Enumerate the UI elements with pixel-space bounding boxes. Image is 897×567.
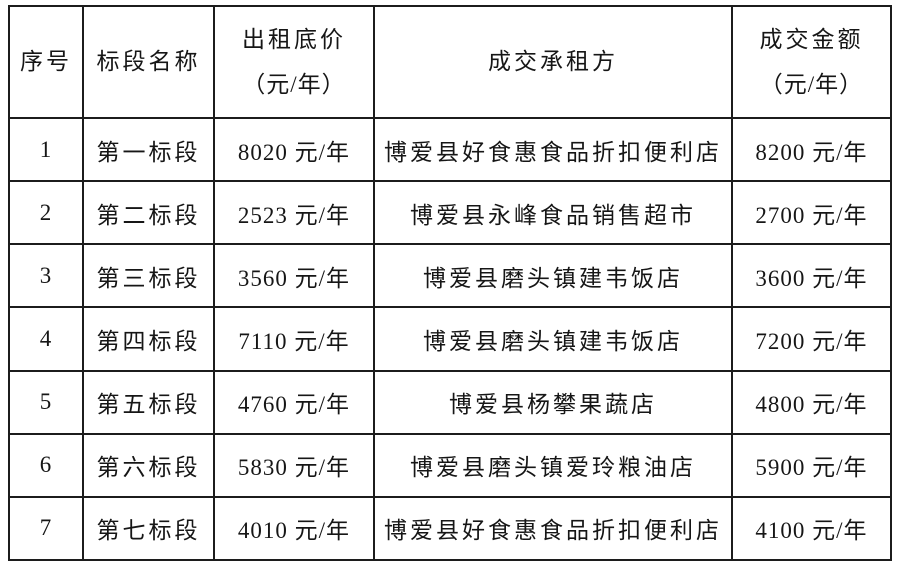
header-cell-index: 序号	[8, 5, 84, 119]
cell-base-price: 4010 元/年	[213, 495, 375, 562]
table-row: 2 第二标段 2523 元/年 博爱县永峰食品销售超市 2700 元/年	[8, 180, 892, 246]
cell-section-name: 第七标段	[82, 495, 215, 562]
cell-base-price: 4760 元/年	[213, 369, 375, 435]
table-row: 7 第七标段 4010 元/年 博爱县好食惠食品折扣便利店 4100 元/年	[8, 495, 892, 562]
cell-index: 5	[8, 369, 84, 435]
cell-amount: 2700 元/年	[731, 180, 892, 246]
cell-section-name: 第五标段	[82, 369, 215, 435]
cell-index: 6	[8, 432, 84, 498]
cell-index: 4	[8, 306, 84, 372]
cell-amount: 7200 元/年	[731, 306, 892, 372]
cell-index: 3	[8, 243, 84, 309]
header-sublabel: （元/年）	[242, 72, 346, 97]
header-label: 成交承租方	[488, 49, 618, 75]
cell-amount: 5900 元/年	[731, 432, 892, 498]
cell-lessee: 博爱县磨头镇建韦饭店	[373, 243, 733, 309]
header-sublabel: （元/年）	[759, 72, 864, 97]
cell-section-name: 第六标段	[82, 432, 215, 498]
header-cell-lessee: 成交承租方	[373, 5, 733, 119]
header-cell-amount: 成交金额 （元/年）	[731, 5, 892, 119]
header-label: 成交金额	[759, 26, 864, 52]
header-cell-base-price: 出租底价 （元/年）	[213, 5, 375, 119]
header-label: 出租底价	[242, 26, 346, 52]
cell-base-price: 7110 元/年	[213, 306, 375, 372]
cell-lessee: 博爱县磨头镇爱玲粮油店	[373, 432, 733, 498]
cell-amount: 8200 元/年	[731, 116, 892, 183]
cell-section-name: 第一标段	[82, 116, 215, 183]
cell-amount: 3600 元/年	[731, 243, 892, 309]
cell-lessee: 博爱县杨攀果蔬店	[373, 369, 733, 435]
table-row: 4 第四标段 7110 元/年 博爱县磨头镇建韦饭店 7200 元/年	[8, 306, 892, 372]
cell-lessee: 博爱县永峰食品销售超市	[373, 180, 733, 246]
table-row: 3 第三标段 3560 元/年 博爱县磨头镇建韦饭店 3600 元/年	[8, 243, 892, 309]
cell-base-price: 2523 元/年	[213, 180, 375, 246]
cell-index: 1	[8, 116, 84, 183]
cell-amount: 4800 元/年	[731, 369, 892, 435]
table-body: 1 第一标段 8020 元/年 博爱县好食惠食品折扣便利店 8200 元/年 2…	[8, 116, 892, 562]
cell-index: 7	[8, 495, 84, 562]
cell-lessee: 博爱县好食惠食品折扣便利店	[373, 495, 733, 562]
cell-section-name: 第三标段	[82, 243, 215, 309]
cell-base-price: 8020 元/年	[213, 116, 375, 183]
rental-results-table: 序号 标段名称 出租底价 （元/年） 成交承租方 成交金额 （元/年）	[8, 5, 892, 562]
cell-lessee: 博爱县磨头镇建韦饭店	[373, 306, 733, 372]
cell-section-name: 第二标段	[82, 180, 215, 246]
cell-index: 2	[8, 180, 84, 246]
cell-section-name: 第四标段	[82, 306, 215, 372]
cell-amount: 4100 元/年	[731, 495, 892, 562]
cell-lessee: 博爱县好食惠食品折扣便利店	[373, 116, 733, 183]
table-header-row: 序号 标段名称 出租底价 （元/年） 成交承租方 成交金额 （元/年）	[8, 5, 892, 119]
table-row: 5 第五标段 4760 元/年 博爱县杨攀果蔬店 4800 元/年	[8, 369, 892, 435]
table-header: 序号 标段名称 出租底价 （元/年） 成交承租方 成交金额 （元/年）	[8, 5, 892, 119]
table-row: 1 第一标段 8020 元/年 博爱县好食惠食品折扣便利店 8200 元/年	[8, 116, 892, 183]
header-label: 标段名称	[96, 49, 201, 75]
table-row: 6 第六标段 5830 元/年 博爱县磨头镇爱玲粮油店 5900 元/年	[8, 432, 892, 498]
header-label: 序号	[20, 49, 72, 75]
cell-base-price: 5830 元/年	[213, 432, 375, 498]
header-cell-section-name: 标段名称	[82, 5, 215, 119]
cell-base-price: 3560 元/年	[213, 243, 375, 309]
